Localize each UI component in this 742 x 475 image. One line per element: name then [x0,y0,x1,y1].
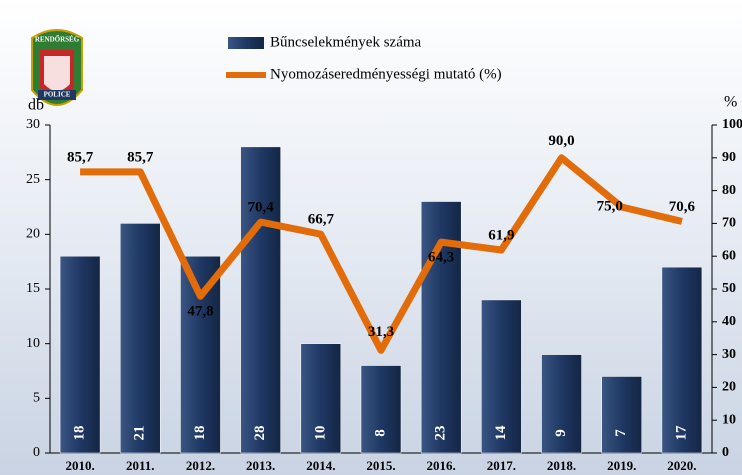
x-tick-label: 2015. [366,458,395,473]
line-value-label: 70,6 [669,199,696,215]
y2-axis-label: % [724,94,737,111]
bar-value-label: 8 [372,429,388,437]
logo-text: POLICE [44,91,71,99]
y-tick-label: 10 [26,336,40,351]
bar [59,255,101,454]
line-value-label: 31,3 [368,324,394,340]
y2-tick-label: 10 [722,412,736,427]
y-tick-label: 0 [33,445,40,460]
line-value-label: 75,0 [597,198,623,214]
y2-tick-label: 0 [722,445,729,460]
y2-tick-label: 90 [722,150,736,165]
bar [180,255,221,454]
y-tick-label: 30 [26,117,40,132]
y2-tick-label: 40 [722,314,736,329]
bar-value-label: 9 [553,429,569,437]
line-value-label: 47,8 [187,304,213,320]
bar [120,223,161,454]
x-tick-label: 2016. [427,458,456,473]
legend-label: Bűncselekmények száma [270,34,422,50]
bar [661,266,703,454]
y2-tick-label: 80 [722,183,736,198]
x-tick-label: 2014. [306,458,335,473]
y2-tick-label: 20 [722,380,736,395]
bar [541,354,582,454]
bar-value-label: 10 [312,426,328,441]
bar [240,146,281,454]
x-tick-label: 2017. [487,458,516,473]
line-value-label: 70,4 [248,200,275,216]
legend-label: Nyomozáseredményességi mutató (%) [270,66,502,82]
y-axis-label: db [28,97,44,114]
line-value-label: 61,9 [488,227,514,243]
line [80,154,683,354]
bar-value-label: 18 [192,426,208,441]
bar-value-label: 7 [613,429,629,437]
bar-value-label: 14 [493,425,509,441]
bar-value-label: 17 [673,425,689,441]
y-tick-label: 20 [26,227,40,242]
line-value-label: 85,7 [67,149,94,165]
bar-value-label: 28 [252,426,268,441]
bar [300,343,342,454]
x-tick-label: 2020. [667,458,696,473]
x-tick-label: 2010. [65,458,94,473]
y-tick-label: 15 [26,281,40,296]
y2-tick-label: 70 [722,216,736,231]
y2-tick-label: 100 [722,117,742,132]
logo-center [44,56,70,91]
x-tick-label: 2012. [186,458,215,473]
y2-tick-label: 30 [722,347,736,362]
y2-tick-label: 60 [722,248,736,263]
bar [601,376,642,454]
line-value-label: 64,3 [428,250,454,266]
legend-swatch [228,37,264,49]
bar-value-label: 21 [132,426,148,441]
bar [360,365,402,454]
x-tick-label: 2019. [607,458,636,473]
x-tick-label: 2011. [126,458,155,473]
line-value-label: 90,0 [548,133,574,149]
x-tick-label: 2013. [246,458,275,473]
y2-tick-label: 50 [722,281,736,296]
logo-text: RENDŐRSÉG [35,36,80,44]
x-tick-label: 2018. [547,458,576,473]
y-tick-label: 5 [33,391,40,406]
y-tick-label: 25 [26,172,40,187]
logo: RENDŐRSÉG POLICE [31,29,83,106]
logo-band [38,90,76,100]
line-value-label: 85,7 [127,149,154,165]
line-value-label: 66,7 [308,212,335,228]
bar-value-label: 18 [72,426,88,441]
bar [481,299,522,454]
bar-value-label: 23 [433,426,449,441]
